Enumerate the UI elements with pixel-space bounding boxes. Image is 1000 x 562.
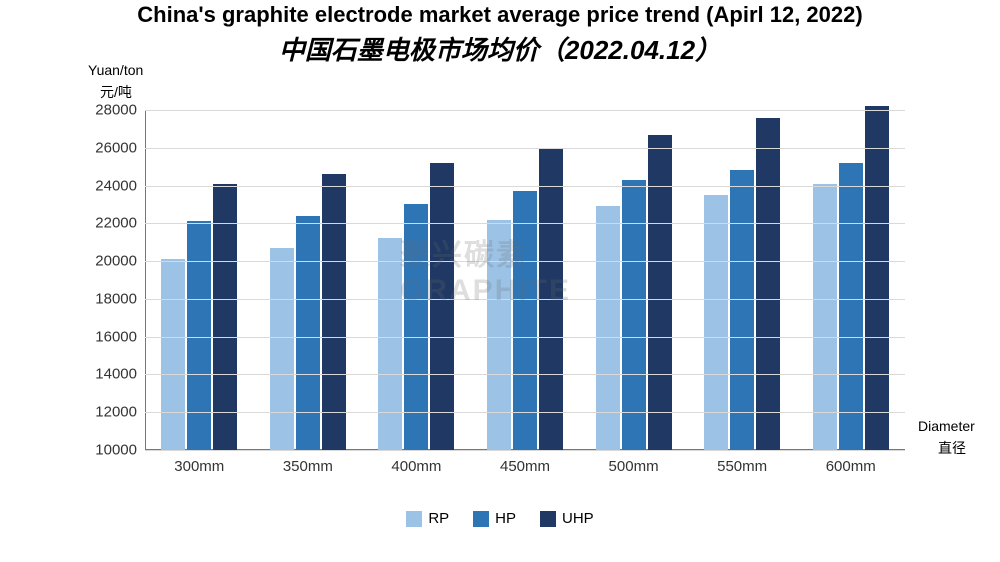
grid-line (145, 337, 905, 338)
bar-hp (839, 163, 863, 450)
grid-line (145, 223, 905, 224)
y-tick-label: 18000 (95, 290, 145, 307)
x-tick-label: 450mm (500, 450, 550, 475)
bar-rp (596, 206, 620, 450)
chart-container: China's graphite electrode market averag… (0, 0, 1000, 562)
bar-hp (296, 216, 320, 450)
bar-uhp (430, 163, 454, 450)
bar-rp (378, 238, 402, 450)
chart-title-chinese: 中国石墨电极市场均价（2022.04.12） (0, 30, 1000, 67)
bar-hp (730, 170, 754, 450)
y-tick-label: 12000 (95, 404, 145, 421)
y-axis-label-english: Yuan/ton (88, 62, 143, 78)
x-tick-label: 550mm (717, 450, 767, 475)
bar-hp (622, 180, 646, 450)
bar-uhp (756, 118, 780, 450)
x-axis-label-english: Diameter (918, 418, 975, 434)
legend: RP HP UHP (0, 510, 1000, 532)
y-tick-label: 26000 (95, 139, 145, 156)
y-tick-label: 14000 (95, 366, 145, 383)
x-tick-label: 500mm (609, 450, 659, 475)
legend-label: UHP (562, 510, 594, 527)
bar-rp (270, 248, 294, 450)
legend-item-rp: RP (406, 510, 449, 527)
x-axis-label-chinese: 直径 (938, 438, 966, 458)
y-tick-label: 10000 (95, 442, 145, 459)
y-tick-label: 20000 (95, 253, 145, 270)
x-tick-label: 350mm (283, 450, 333, 475)
grid-line (145, 186, 905, 187)
y-tick-label: 22000 (95, 215, 145, 232)
grid-line (145, 412, 905, 413)
bar-uhp (865, 106, 889, 450)
x-tick-label: 300mm (174, 450, 224, 475)
y-tick-label: 28000 (95, 102, 145, 119)
legend-label: RP (428, 510, 449, 527)
bar-uhp (322, 174, 346, 450)
bar-rp (161, 259, 185, 450)
y-axis-label-chinese: 元/吨 (100, 82, 132, 102)
x-tick-label: 600mm (826, 450, 876, 475)
legend-swatch (473, 511, 489, 527)
legend-item-hp: HP (473, 510, 516, 527)
legend-swatch (406, 511, 422, 527)
grid-line (145, 374, 905, 375)
bars-layer (145, 110, 905, 450)
bar-uhp (648, 135, 672, 450)
chart-title-english: China's graphite electrode market averag… (0, 2, 1000, 28)
grid-line (145, 299, 905, 300)
bar-rp (487, 220, 511, 450)
y-tick-label: 16000 (95, 328, 145, 345)
legend-item-uhp: UHP (540, 510, 594, 527)
y-tick-label: 24000 (95, 177, 145, 194)
bar-hp (513, 191, 537, 450)
x-tick-label: 400mm (391, 450, 441, 475)
grid-line (145, 110, 905, 111)
grid-line (145, 148, 905, 149)
grid-line (145, 261, 905, 262)
legend-label: HP (495, 510, 516, 527)
legend-swatch (540, 511, 556, 527)
plot-area: 1000012000140001600018000200002200024000… (145, 110, 905, 450)
